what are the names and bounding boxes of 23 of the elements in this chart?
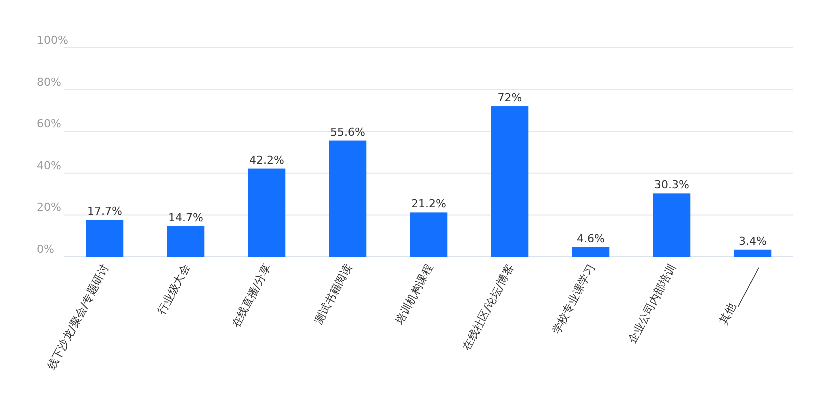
data-label: 42.2% — [250, 154, 284, 167]
x-tick-label: 企业公司内部培训 — [626, 262, 679, 346]
x-tick-label: 在线社区/论坛/博客 — [460, 262, 517, 353]
y-tick-label: 80% — [37, 76, 62, 89]
x-tick-label: 测试书籍阅读 — [312, 262, 355, 327]
data-label: 4.6% — [577, 232, 605, 246]
x-tick-label: 行业级大会 — [155, 262, 193, 317]
data-label: 14.7% — [168, 211, 204, 224]
y-tick-label: 100% — [37, 34, 68, 47]
x-tick-label: 在线直播/分享 — [229, 262, 274, 330]
data-label: 17.7% — [88, 205, 122, 218]
y-tick-label: 60% — [37, 118, 62, 131]
y-tick-label: 40% — [37, 159, 62, 172]
data-label: 21.2% — [412, 198, 446, 211]
data-label: 3.4% — [739, 234, 767, 248]
data-label: 30.3% — [654, 178, 690, 192]
y-tick-label: 20% — [37, 201, 62, 214]
data-label: 72% — [498, 92, 522, 105]
x-tick-label: 线下沙龙/聚会/专题研讨 — [45, 262, 112, 372]
x-tick-label: 学校专业课学习 — [550, 262, 598, 336]
x-tick-label: 培训机构课程 — [392, 262, 436, 328]
data-label: 55.6% — [330, 126, 366, 139]
y-tick-label: 0% — [37, 243, 54, 256]
